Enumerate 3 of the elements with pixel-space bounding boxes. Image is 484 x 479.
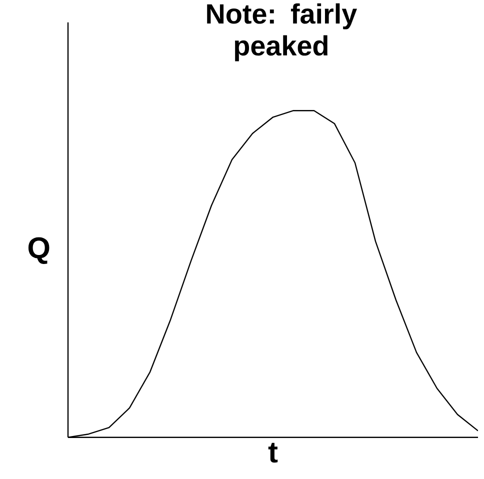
- chart-title: Note: fairly peaked: [207, 3, 357, 62]
- y-axis-title: Q: [28, 237, 50, 264]
- x-axis-title: t: [268, 442, 278, 462]
